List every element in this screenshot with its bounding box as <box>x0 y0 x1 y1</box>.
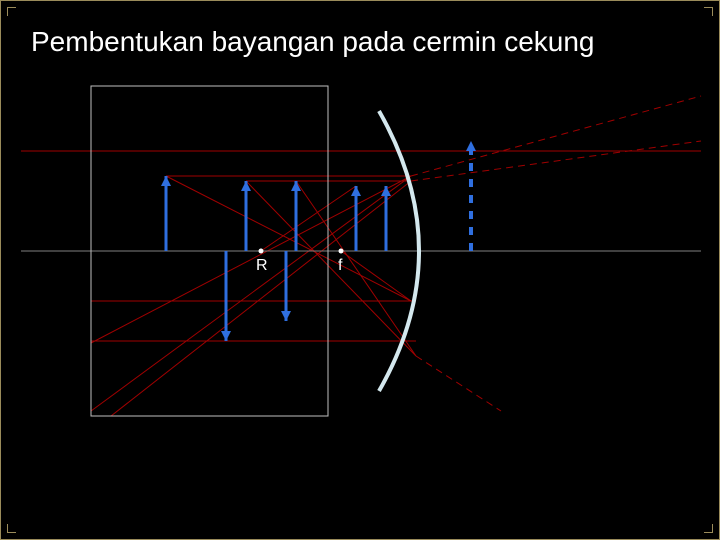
slide: Pembentukan bayangan pada cermin cekung … <box>0 0 720 540</box>
diagram <box>1 1 720 540</box>
point-f-label: f <box>338 257 342 275</box>
point-R-label: R <box>256 257 268 275</box>
